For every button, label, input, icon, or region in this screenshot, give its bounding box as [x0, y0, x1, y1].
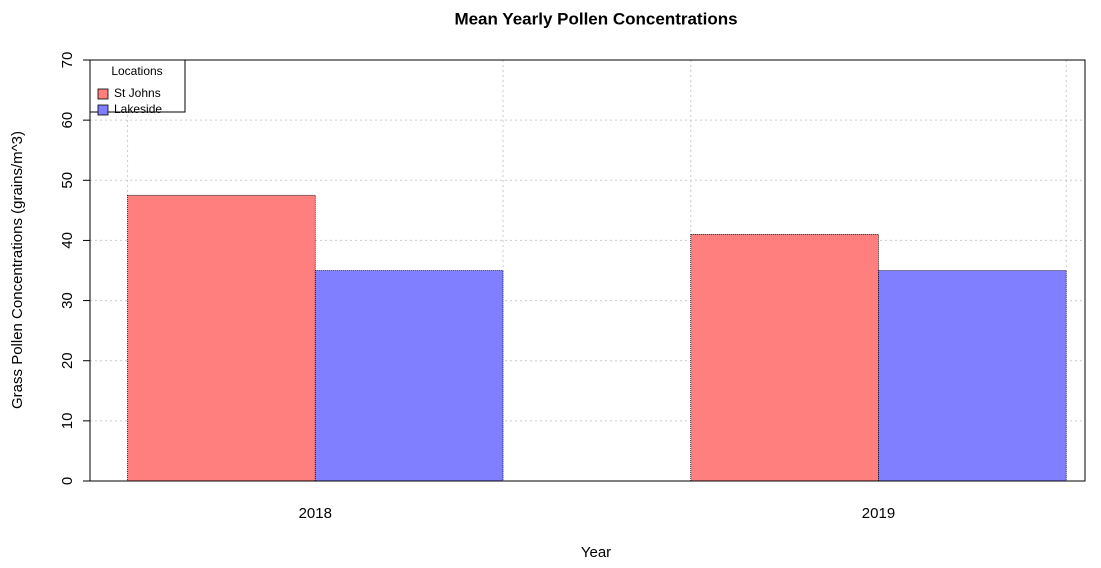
- y-tick-label: 30: [59, 292, 76, 309]
- bar: [878, 270, 1067, 482]
- bar: [314, 270, 504, 482]
- y-tick-label: 40: [59, 232, 76, 249]
- x-tick-label: 2018: [299, 505, 332, 522]
- plot-frame: [89, 59, 1086, 482]
- y-tick-label: 70: [59, 52, 76, 69]
- legend-box: [89, 59, 186, 113]
- legend-label: St Johns: [114, 86, 161, 100]
- x-axis-label: Year: [581, 544, 611, 561]
- x-tick-label: 2019: [862, 505, 895, 522]
- bar: [690, 234, 879, 482]
- legend-swatch: [97, 88, 109, 100]
- legend-title: Locations: [111, 64, 162, 78]
- y-axis-label: Grass Pollen Concentrations (grains/m^3): [9, 131, 26, 409]
- y-tick-label: 50: [59, 172, 76, 189]
- chart-title: Mean Yearly Pollen Concentrations: [454, 9, 737, 28]
- y-tick-label: 60: [59, 112, 76, 129]
- legend-swatch: [97, 104, 109, 116]
- y-tick-label: 10: [59, 413, 76, 430]
- legend-label: Lakeside: [114, 102, 162, 116]
- bar: [127, 194, 316, 482]
- y-tick-label: 0: [59, 477, 76, 485]
- y-tick-label: 20: [59, 352, 76, 369]
